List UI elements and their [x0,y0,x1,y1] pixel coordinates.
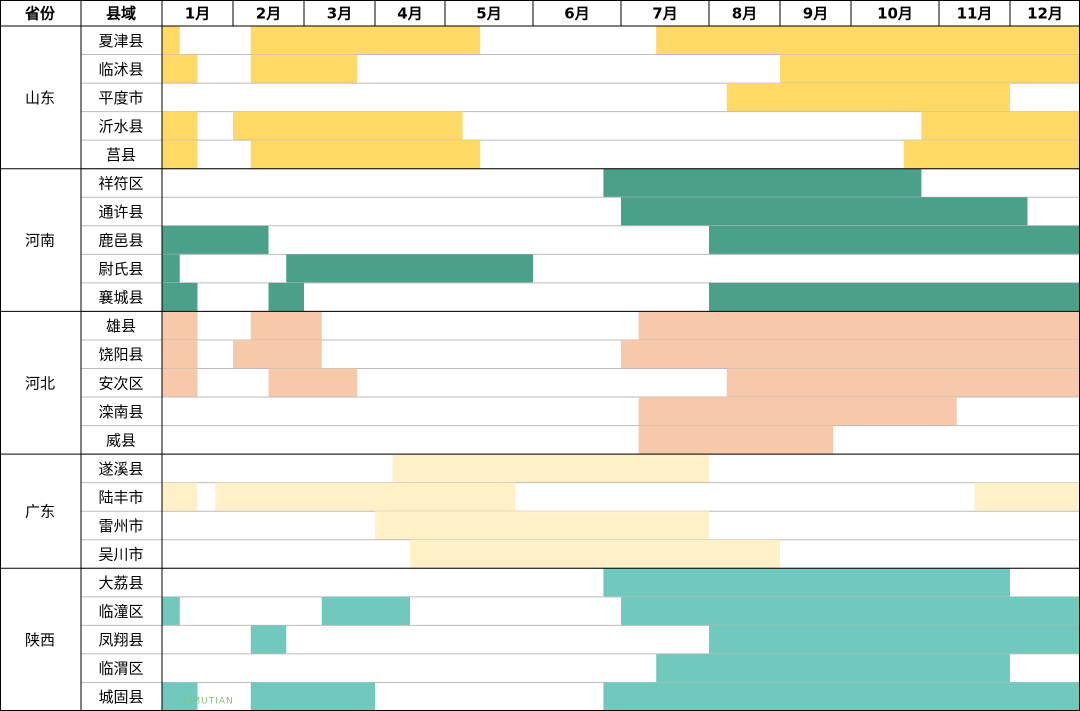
period-bar [250,682,375,711]
county-label: 临潼区 [98,603,143,621]
period-bar [162,596,180,626]
period-bar [250,54,358,84]
period-bar [410,539,780,569]
period-bar [162,111,198,141]
month-label: 5月 [476,5,501,23]
month-label: 8月 [732,5,757,23]
county-label: 陆丰市 [98,488,143,506]
county-label: 吴川市 [98,546,143,564]
period-bar [726,368,1080,398]
period-bar [921,111,1080,141]
period-bar [638,311,1080,340]
county-label: 雄县 [106,317,136,335]
period-bar [656,26,1080,55]
period-bar [268,282,304,312]
county-label: 祥符区 [98,174,143,192]
period-bar [603,568,1010,597]
period-bar [780,54,1080,84]
province-label: 河北 [25,374,55,392]
county-label: 莒县 [106,146,136,164]
month-label: 2月 [256,5,281,23]
period-bar [250,625,287,654]
period-bar [215,482,516,512]
period-bar [162,682,198,711]
county-label: 饶阳县 [98,346,143,364]
period-bar [162,311,198,340]
period-bar [621,596,1080,626]
header-cell: 县域 [106,5,136,23]
province-label: 河南 [25,232,55,250]
period-bar [250,26,481,55]
period-bar [392,454,709,483]
county-label: 沂水县 [98,117,143,135]
county-label: 滦南县 [98,403,143,421]
county-label: 临沭县 [98,60,143,78]
period-bar [162,482,198,512]
period-bar [709,625,1080,654]
period-bar [268,368,358,398]
month-label: 9月 [803,5,828,23]
period-bar [709,282,1080,312]
period-bar [162,140,198,169]
header-cell: 省份 [24,5,56,23]
province-label: 陕西 [25,631,55,649]
province-label: 山东 [25,89,55,107]
county-label: 襄城县 [98,289,143,307]
county-label: 临渭区 [98,660,143,678]
period-bar [709,225,1080,255]
watermark: YIMUTIAN [181,697,234,707]
period-bar [233,339,322,369]
county-label: 夏津县 [98,32,143,50]
month-label: 6月 [564,5,589,23]
period-bar [621,339,1080,369]
county-label: 凤翔县 [98,631,143,649]
period-bar [375,511,709,540]
county-label: 城固县 [98,688,143,706]
province-label: 广东 [25,503,55,521]
county-label: 遂溪县 [98,460,143,478]
period-bar [162,368,198,398]
period-bar [250,140,481,169]
period-bar [162,282,198,312]
period-bar [162,254,180,283]
period-bar [621,197,1028,226]
period-bar [233,111,463,141]
period-bar [726,83,1010,112]
period-bar [903,140,1080,169]
month-label: 4月 [397,5,422,23]
county-label: 安次区 [98,374,143,392]
county-label: 鹿邑县 [98,232,143,250]
period-bar [286,254,533,283]
period-bar [250,311,322,340]
county-label: 大荔县 [98,574,143,592]
county-label: 雷州市 [98,517,143,535]
month-label: 3月 [327,5,352,23]
period-bar [321,596,410,626]
period-bar [638,397,957,426]
period-bar [162,54,198,84]
county-label: 尉氏县 [98,260,143,278]
period-bar [974,482,1080,512]
period-bar [162,339,198,369]
county-label: 通许县 [98,203,143,221]
period-bar [162,225,269,255]
period-bar [638,425,834,455]
period-bar [603,168,922,198]
month-label: 1月 [185,5,210,23]
month-label: 7月 [652,5,677,23]
county-label: 平度市 [98,89,143,107]
month-label: 11月 [957,5,993,23]
month-label: 12月 [1027,5,1063,23]
period-bar [656,653,1010,683]
county-label: 威县 [106,431,136,449]
month-label: 10月 [877,5,913,23]
period-bar [162,26,180,55]
period-bar [603,682,1080,711]
